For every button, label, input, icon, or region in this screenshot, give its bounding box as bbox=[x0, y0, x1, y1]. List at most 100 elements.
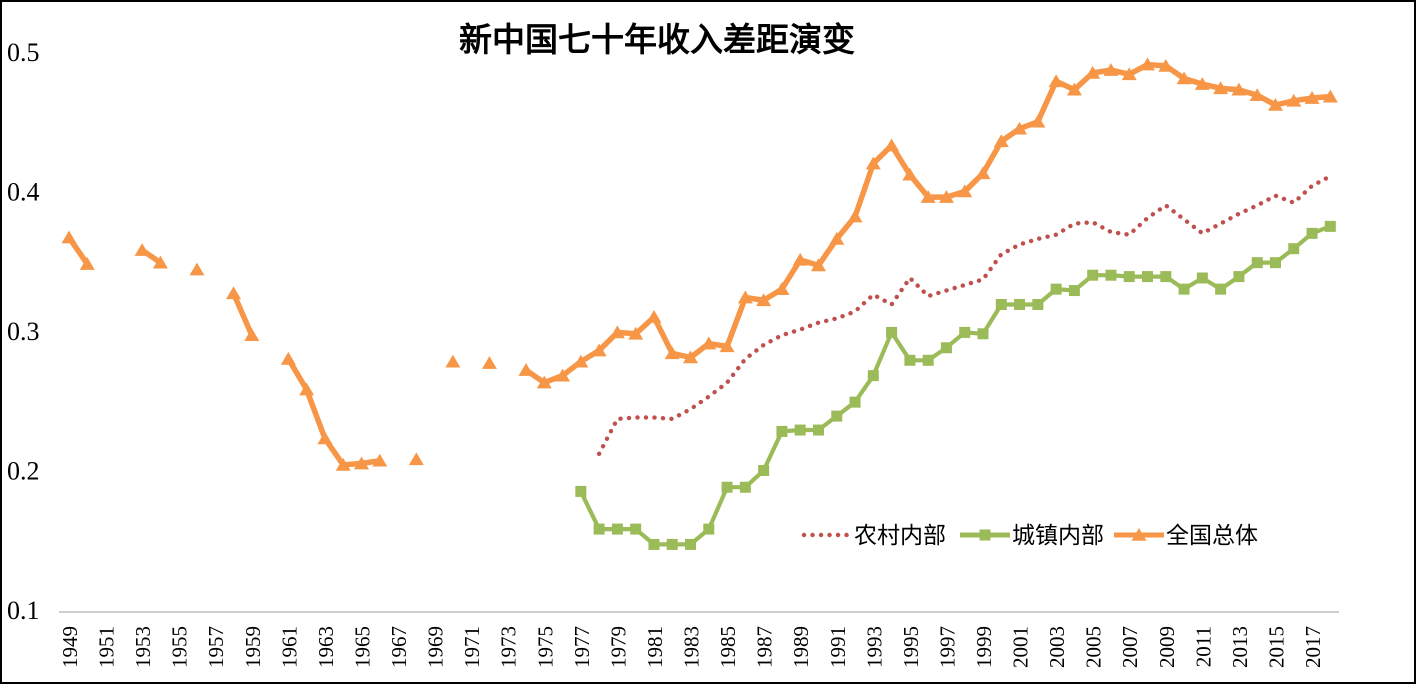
x-tick-label: 1967 bbox=[387, 626, 411, 668]
legend: 农村内部 城镇内部 全国总体 bbox=[801, 523, 1258, 548]
data-point-marker bbox=[1176, 71, 1192, 85]
data-point-marker bbox=[1233, 271, 1245, 283]
data-point-marker bbox=[739, 481, 751, 493]
data-point-marker bbox=[226, 286, 242, 300]
legend-item-urban: 城镇内部 bbox=[960, 523, 1104, 548]
x-tick-label: 1991 bbox=[826, 626, 850, 668]
data-point-marker bbox=[518, 363, 534, 376]
data-point-marker bbox=[353, 456, 369, 470]
data-point-marker bbox=[701, 336, 717, 350]
data-point-marker bbox=[1103, 63, 1119, 76]
data-point-marker bbox=[1014, 298, 1026, 310]
data-point-marker bbox=[902, 167, 918, 181]
data-point-marker bbox=[408, 452, 424, 466]
legend-rural-label: 农村内部 bbox=[854, 523, 946, 548]
data-point-marker bbox=[593, 523, 605, 535]
data-point-marker bbox=[1142, 271, 1154, 283]
x-tick-label: 2009 bbox=[1155, 626, 1179, 668]
data-point-marker bbox=[1123, 271, 1135, 283]
chart-title: 新中国七十年收入差距演变 bbox=[459, 21, 855, 59]
data-point-marker bbox=[1030, 114, 1046, 128]
data-point-marker bbox=[372, 453, 388, 467]
x-tick-label: 1963 bbox=[314, 626, 338, 668]
x-tick-label: 1985 bbox=[716, 626, 740, 668]
x-tick-label: 1997 bbox=[935, 626, 959, 668]
data-point-marker bbox=[1288, 243, 1300, 255]
series-national-line bbox=[66, 61, 1331, 468]
data-point-marker bbox=[957, 184, 973, 198]
data-point-marker bbox=[792, 252, 808, 266]
y-tick-label: 0.2 bbox=[7, 457, 40, 486]
data-point-marker bbox=[794, 424, 806, 436]
legend-urban-marker bbox=[979, 529, 991, 541]
data-point-marker bbox=[756, 293, 772, 307]
x-tick-label: 1989 bbox=[789, 626, 813, 668]
data-point-marker bbox=[774, 282, 790, 295]
data-point-marker bbox=[244, 328, 260, 341]
data-point-marker bbox=[776, 425, 788, 437]
x-tick-label: 1969 bbox=[424, 626, 448, 668]
data-point-marker bbox=[1068, 285, 1080, 297]
series-urban-markers bbox=[575, 220, 1336, 550]
legend-urban-label: 城镇内部 bbox=[1012, 523, 1104, 548]
data-point-marker bbox=[1105, 269, 1117, 281]
data-point-marker bbox=[1249, 88, 1265, 102]
data-point-marker bbox=[993, 134, 1009, 148]
data-point-marker bbox=[683, 350, 699, 364]
series-rural bbox=[596, 174, 1333, 456]
data-point-marker bbox=[1158, 58, 1174, 72]
data-point-marker bbox=[1160, 271, 1172, 283]
x-tick-label: 1961 bbox=[277, 626, 301, 668]
x-tick-label: 2005 bbox=[1082, 626, 1106, 668]
x-tick-label: 1971 bbox=[460, 626, 484, 668]
y-tick-label: 0.4 bbox=[7, 178, 40, 207]
data-point-marker bbox=[1012, 121, 1028, 135]
data-point-marker bbox=[189, 262, 205, 276]
data-point-marker bbox=[865, 156, 881, 170]
data-point-marker bbox=[536, 375, 552, 389]
data-point-marker bbox=[758, 465, 770, 476]
data-point-marker bbox=[646, 310, 662, 323]
series-urban bbox=[575, 220, 1336, 550]
series-urban-line bbox=[578, 224, 1332, 547]
series-national-markers bbox=[61, 57, 1338, 471]
data-point-marker bbox=[938, 190, 954, 203]
x-tick-label: 1977 bbox=[570, 626, 594, 668]
data-point-marker bbox=[1324, 220, 1336, 232]
data-point-marker bbox=[1194, 77, 1210, 90]
data-point-marker bbox=[609, 325, 625, 339]
x-tick-label: 2003 bbox=[1045, 626, 1069, 668]
x-tick-label: 1973 bbox=[497, 626, 521, 668]
x-tick-label: 2007 bbox=[1118, 626, 1142, 668]
x-tick-label: 1949 bbox=[58, 626, 82, 668]
x-tick-label: 1955 bbox=[168, 626, 192, 668]
data-point-marker bbox=[975, 166, 991, 180]
data-point-marker bbox=[1322, 89, 1338, 103]
data-point-marker bbox=[630, 523, 642, 535]
data-point-marker bbox=[1066, 82, 1082, 96]
data-point-marker bbox=[847, 209, 863, 223]
data-point-marker bbox=[1231, 82, 1247, 96]
data-point-marker bbox=[79, 257, 95, 270]
data-point-marker bbox=[977, 328, 989, 340]
x-tick-label: 1951 bbox=[95, 626, 119, 668]
data-point-marker bbox=[152, 255, 168, 269]
data-point-marker bbox=[995, 298, 1007, 310]
data-point-marker bbox=[1048, 74, 1064, 88]
data-point-marker bbox=[1304, 91, 1320, 104]
data-point-marker bbox=[1032, 298, 1044, 310]
y-tick-label: 0.1 bbox=[7, 596, 40, 625]
x-tick-label: 2001 bbox=[1009, 626, 1033, 668]
data-point-marker bbox=[1178, 283, 1190, 295]
data-point-marker bbox=[61, 230, 77, 244]
legend-item-national: 全国总体 bbox=[1114, 523, 1258, 548]
data-point-marker bbox=[920, 190, 936, 203]
data-point-marker bbox=[719, 339, 735, 353]
x-tick-label: 1995 bbox=[899, 626, 923, 668]
data-point-marker bbox=[1213, 81, 1229, 95]
data-point-marker bbox=[721, 481, 733, 493]
data-point-marker bbox=[884, 138, 900, 152]
series-layer bbox=[61, 57, 1338, 550]
